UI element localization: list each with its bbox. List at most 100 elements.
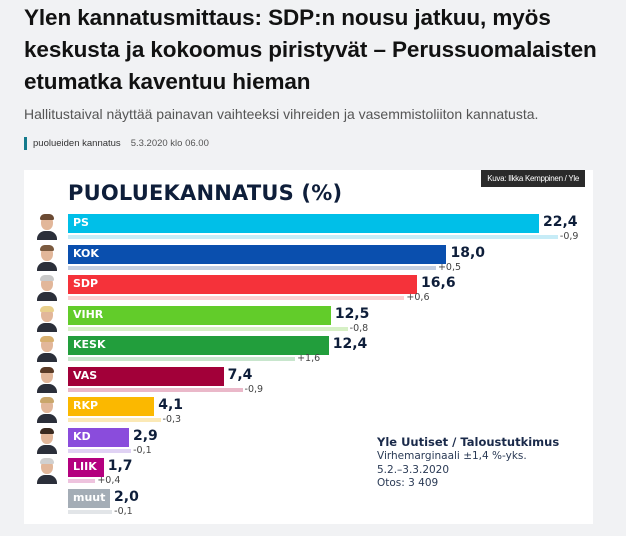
change-label: +0,4 <box>97 475 121 486</box>
bar-row-sdp: SDP 16,6 +0,6 <box>24 275 593 305</box>
portrait-part <box>40 214 54 220</box>
previous-bar-muut <box>68 509 113 514</box>
value-label: 2,9 <box>132 427 158 444</box>
change-label: -0,1 <box>133 444 152 456</box>
previous-bar-kd <box>68 448 132 453</box>
photo-credit: Kuva: Ilkka Kemppinen / Yle <box>481 170 585 187</box>
portrait-part <box>37 383 57 393</box>
change-label: -0,8 <box>349 322 369 334</box>
value-label: 7,4 <box>227 366 253 383</box>
value-label: 16,6 <box>421 275 456 291</box>
source-margin: Virhemarginaali ±1,4 %-yks. <box>377 450 527 462</box>
change-label: +0,5 <box>437 261 462 273</box>
bar-row-vas: VAS 7,4 -0,9 <box>24 366 593 397</box>
party-leader-portrait <box>36 336 58 362</box>
portrait-part <box>40 305 54 312</box>
topic-marker <box>24 137 27 150</box>
party-leader-portrait <box>36 397 58 423</box>
bar-sdp: SDP <box>68 275 418 294</box>
change-label: -0,9 <box>559 231 579 242</box>
value-label: 12,5 <box>334 305 370 322</box>
bar-row-liik: LIIK 1,7 +0,4 <box>24 458 593 488</box>
chart-title: PUOLUEKANNATUS (%) <box>68 181 343 205</box>
party-leader-portrait <box>36 244 58 271</box>
value-label: 22,4 <box>543 214 578 230</box>
bar-category-label: VIHR <box>73 307 104 321</box>
bar-row-kesk: KESK 12,4 +1,6 <box>24 336 593 366</box>
party-leader-portrait <box>36 305 58 332</box>
bar-category-label: LIIK <box>73 460 97 473</box>
portrait-part <box>40 366 54 373</box>
portrait-part <box>37 414 57 423</box>
bar-kesk: KESK <box>68 336 329 355</box>
previous-bar-sdp <box>68 296 405 300</box>
bar-row-muut: muut 2,0 -0,1 <box>24 488 593 519</box>
bar-category-label: KESK <box>73 338 106 351</box>
bar-category-label: muut <box>73 490 106 504</box>
bar-row-kok: KOK 18,0 +0,5 <box>24 244 593 275</box>
source-period: 5.2.–3.3.2020 <box>377 463 450 476</box>
bar-vas: VAS <box>68 366 224 386</box>
source-title: Yle Uutiset / Taloustutkimus <box>377 435 560 449</box>
value-label: 12,4 <box>332 336 368 352</box>
bar-category-label: PS <box>73 216 89 229</box>
portrait-part <box>37 475 57 484</box>
value-label: 1,7 <box>107 458 133 474</box>
portrait-part <box>37 353 57 362</box>
bar-category-label: RKP <box>73 399 99 412</box>
chart-source: Yle Uutiset / Taloustutkimus Virhemargin… <box>377 435 559 491</box>
bar-row-ps: PS 22,4 -0,9 <box>24 214 593 244</box>
portrait-part <box>40 397 54 403</box>
bar-row-rkp: RKP 4,1 -0,3 <box>24 397 593 427</box>
bar-kd: KD <box>68 427 129 447</box>
bar-category-label: KD <box>73 429 91 443</box>
previous-bar-liik <box>68 479 96 483</box>
change-label: -0,9 <box>244 383 264 395</box>
bar-liik: LIIK <box>68 458 104 477</box>
change-label: +1,6 <box>297 353 321 364</box>
previous-bar-vas <box>68 387 243 392</box>
party-leader-portrait <box>36 366 58 393</box>
bar-muut: muut <box>68 488 111 508</box>
publish-date: 5.3.2020 klo 06.00 <box>130 138 209 149</box>
bar-ps: PS <box>68 214 539 233</box>
bar-row-vihr: VIHR 12,5 -0,8 <box>24 305 593 336</box>
previous-bar-kok <box>68 265 436 270</box>
change-label: -0,1 <box>114 505 133 517</box>
bar-rkp: RKP <box>68 397 155 416</box>
previous-bar-kesk <box>68 357 296 361</box>
portrait-part <box>40 336 54 342</box>
bar-category-label: KOK <box>73 246 99 260</box>
bar-category-label: SDP <box>73 277 99 290</box>
change-label: -0,3 <box>162 414 182 425</box>
portrait-part <box>37 322 57 332</box>
previous-bar-ps <box>68 235 558 239</box>
bar-row-kd: KD 2,9 -0,1 <box>24 427 593 458</box>
value-label: 18,0 <box>450 244 486 261</box>
value-label: 4,1 <box>158 397 184 413</box>
portrait-part <box>40 458 54 464</box>
source-sample: Otos: 3 409 <box>377 477 439 489</box>
portrait-part <box>37 444 57 454</box>
bar-vihr: VIHR <box>68 305 331 325</box>
change-label: +0,6 <box>406 292 430 303</box>
party-leader-portrait <box>36 427 58 454</box>
party-leader-portrait <box>36 458 58 484</box>
previous-bar-rkp <box>68 418 161 422</box>
portrait-part <box>37 261 57 271</box>
article-meta: puolueiden kannatus 5.3.2020 klo 06.00 <box>24 137 209 150</box>
bar-kok: KOK <box>68 244 447 264</box>
article-lead: Hallitustaival näyttää painavan vaihteek… <box>24 106 539 122</box>
portrait-part <box>37 231 57 240</box>
value-label: 2,0 <box>114 488 139 505</box>
topic-link[interactable]: puolueiden kannatus <box>33 138 121 149</box>
bar-category-label: VAS <box>73 368 98 382</box>
portrait-part <box>37 292 57 301</box>
party-leader-portrait <box>36 214 58 240</box>
portrait-part <box>40 427 54 434</box>
chart-figure: Kuva: Ilkka Kemppinen / Yle PUOLUEKANNAT… <box>24 170 593 524</box>
party-leader-portrait <box>36 275 58 301</box>
article-headline: Ylen kannatusmittaus: SDP:n nousu jatkuu… <box>24 5 597 94</box>
portrait-part <box>40 244 54 251</box>
previous-bar-vihr <box>68 326 348 331</box>
